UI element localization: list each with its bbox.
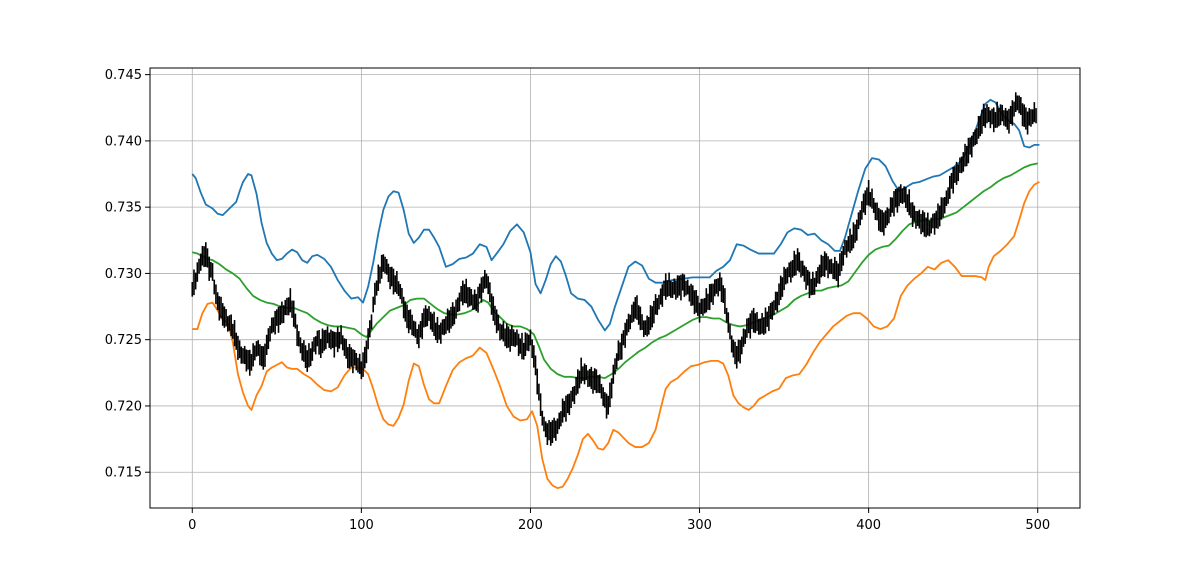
price-series xyxy=(191,92,1037,446)
middle-band-line xyxy=(192,162,1038,380)
x-tick-label: 100 xyxy=(349,518,374,533)
x-tick-label: 200 xyxy=(518,518,543,533)
x-tick-label: 300 xyxy=(687,518,712,533)
x-axis: 0 100 200 300 400 500 xyxy=(188,508,1050,533)
y-tick-label: 0.740 xyxy=(105,134,142,149)
grid xyxy=(150,68,1080,508)
y-tick-label: 0.725 xyxy=(105,333,142,348)
x-tick-label: 0 xyxy=(188,518,196,533)
y-tick-label: 0.730 xyxy=(105,267,142,282)
x-tick-label: 500 xyxy=(1025,518,1050,533)
x-tick-label: 400 xyxy=(856,518,881,533)
lower-band-line xyxy=(192,181,1040,490)
y-tick-label: 0.745 xyxy=(105,68,142,83)
y-tick-label: 0.735 xyxy=(105,201,142,216)
plot-frame xyxy=(149,67,1081,509)
y-axis: 0.715 0.720 0.725 0.730 0.735 0.740 0.745 xyxy=(105,68,150,481)
y-tick-label: 0.715 xyxy=(105,466,142,481)
y-tick-label: 0.720 xyxy=(105,399,142,414)
series-layer xyxy=(191,92,1040,490)
